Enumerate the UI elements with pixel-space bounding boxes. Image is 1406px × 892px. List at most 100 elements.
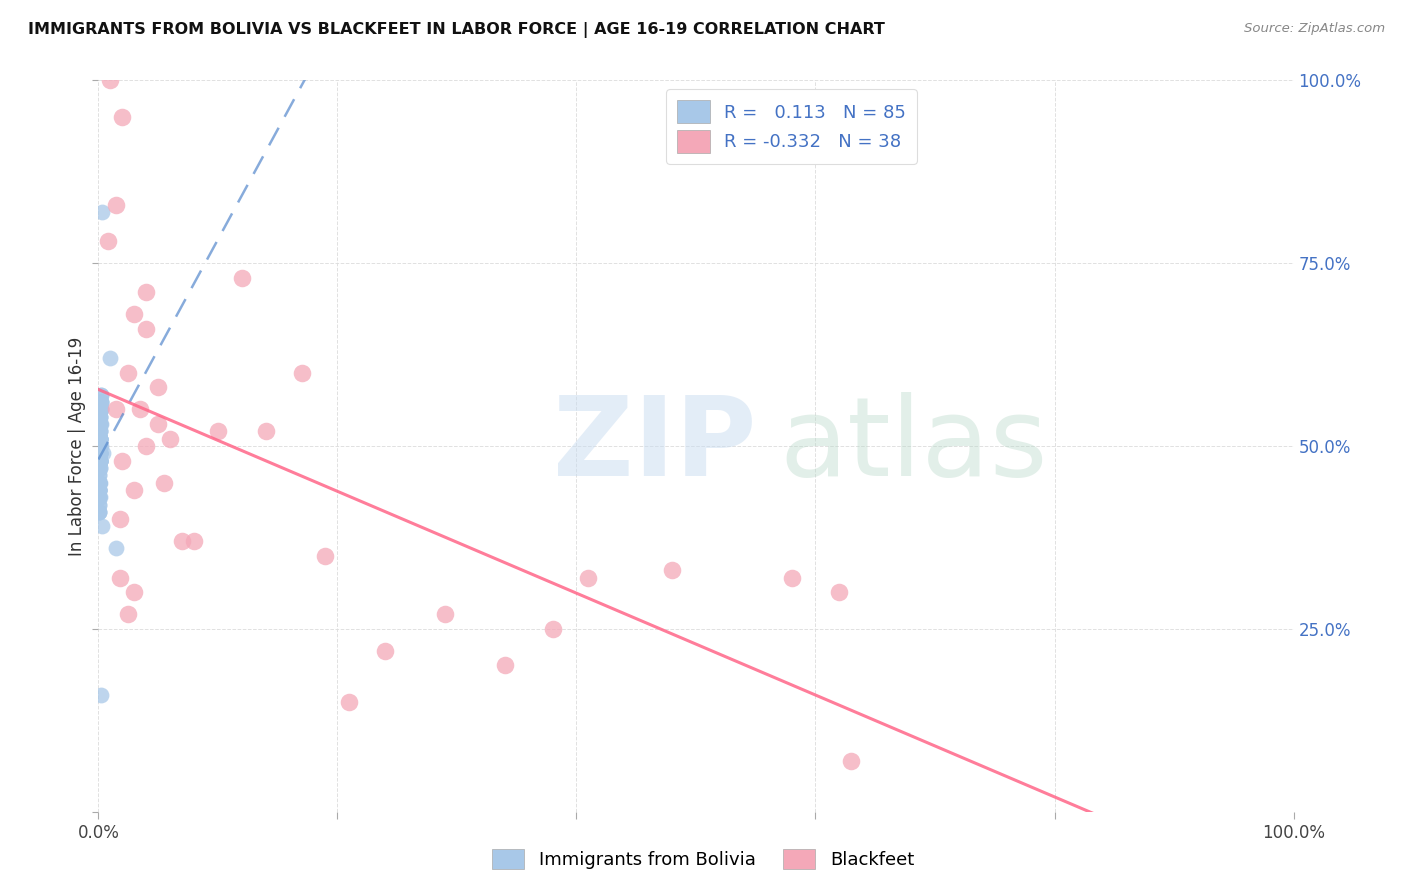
Point bbox=[89, 425, 111, 439]
Point bbox=[124, 307, 146, 321]
Point bbox=[148, 417, 170, 431]
Point bbox=[89, 453, 111, 467]
Point bbox=[172, 534, 194, 549]
Point bbox=[97, 234, 120, 248]
Text: Source: ZipAtlas.com: Source: ZipAtlas.com bbox=[1244, 22, 1385, 36]
Point bbox=[87, 498, 110, 512]
Point bbox=[89, 446, 111, 460]
Legend: R =   0.113   N = 85, R = -0.332   N = 38: R = 0.113 N = 85, R = -0.332 N = 38 bbox=[666, 89, 917, 164]
Point bbox=[89, 409, 111, 424]
Point bbox=[291, 366, 314, 380]
Point bbox=[89, 483, 111, 497]
Point bbox=[494, 658, 516, 673]
Point bbox=[90, 402, 112, 417]
Point bbox=[89, 432, 111, 446]
Point bbox=[89, 453, 111, 467]
Point bbox=[89, 453, 111, 467]
Point bbox=[90, 388, 112, 402]
Point bbox=[135, 439, 157, 453]
Point bbox=[434, 607, 457, 622]
Point bbox=[89, 417, 111, 431]
Point bbox=[183, 534, 205, 549]
Point bbox=[89, 490, 111, 504]
Point bbox=[89, 475, 111, 490]
Point bbox=[89, 453, 111, 467]
Point bbox=[89, 432, 111, 446]
Point bbox=[89, 483, 111, 497]
Legend: Immigrants from Bolivia, Blackfeet: Immigrants from Bolivia, Blackfeet bbox=[482, 839, 924, 879]
Point bbox=[87, 490, 110, 504]
Point bbox=[89, 432, 111, 446]
Point bbox=[89, 439, 111, 453]
Point bbox=[89, 461, 111, 475]
Text: ZIP: ZIP bbox=[553, 392, 756, 500]
Point bbox=[108, 512, 131, 526]
Point bbox=[89, 483, 111, 497]
Point bbox=[89, 446, 111, 460]
Point bbox=[89, 432, 111, 446]
Point bbox=[89, 468, 111, 483]
Point bbox=[105, 541, 128, 556]
Point bbox=[661, 563, 683, 577]
Point bbox=[98, 351, 122, 366]
Point bbox=[87, 468, 110, 483]
Point bbox=[91, 519, 114, 533]
Point bbox=[89, 432, 111, 446]
Point bbox=[91, 205, 114, 219]
Point bbox=[124, 483, 146, 497]
Point bbox=[117, 607, 139, 622]
Point bbox=[89, 475, 111, 490]
Point bbox=[254, 425, 277, 439]
Point bbox=[135, 322, 157, 336]
Point bbox=[89, 483, 111, 497]
Point bbox=[89, 432, 111, 446]
Point bbox=[89, 409, 111, 424]
Point bbox=[578, 571, 600, 585]
Point bbox=[90, 417, 112, 431]
Point bbox=[231, 270, 253, 285]
Point bbox=[89, 461, 111, 475]
Point bbox=[87, 483, 110, 497]
Point bbox=[89, 446, 111, 460]
Point bbox=[89, 483, 111, 497]
Point bbox=[159, 432, 181, 446]
Point bbox=[90, 439, 112, 453]
Y-axis label: In Labor Force | Age 16-19: In Labor Force | Age 16-19 bbox=[67, 336, 86, 556]
Point bbox=[89, 475, 111, 490]
Point bbox=[90, 395, 112, 409]
Point bbox=[374, 644, 396, 658]
Point bbox=[315, 549, 337, 563]
Point bbox=[89, 446, 111, 460]
Point bbox=[90, 688, 112, 702]
Point bbox=[108, 571, 131, 585]
Point bbox=[117, 366, 139, 380]
Point bbox=[111, 110, 134, 124]
Point bbox=[89, 453, 111, 467]
Point bbox=[87, 505, 110, 519]
Point bbox=[89, 417, 111, 431]
Point bbox=[89, 395, 111, 409]
Point bbox=[153, 475, 176, 490]
Point bbox=[89, 439, 111, 453]
Point bbox=[89, 417, 111, 431]
Point bbox=[89, 461, 111, 475]
Point bbox=[98, 73, 122, 87]
Point bbox=[541, 622, 564, 636]
Point bbox=[89, 453, 111, 467]
Point bbox=[111, 453, 134, 467]
Point bbox=[89, 490, 111, 504]
Point bbox=[89, 409, 111, 424]
Text: IMMIGRANTS FROM BOLIVIA VS BLACKFEET IN LABOR FORCE | AGE 16-19 CORRELATION CHAR: IMMIGRANTS FROM BOLIVIA VS BLACKFEET IN … bbox=[28, 22, 884, 38]
Point bbox=[89, 425, 111, 439]
Point bbox=[89, 432, 111, 446]
Point bbox=[90, 395, 112, 409]
Point bbox=[135, 285, 157, 300]
Point bbox=[89, 475, 111, 490]
Point bbox=[89, 432, 111, 446]
Point bbox=[89, 425, 111, 439]
Point bbox=[87, 490, 110, 504]
Point bbox=[148, 380, 170, 394]
Point bbox=[105, 197, 128, 211]
Point bbox=[89, 505, 111, 519]
Point bbox=[87, 505, 110, 519]
